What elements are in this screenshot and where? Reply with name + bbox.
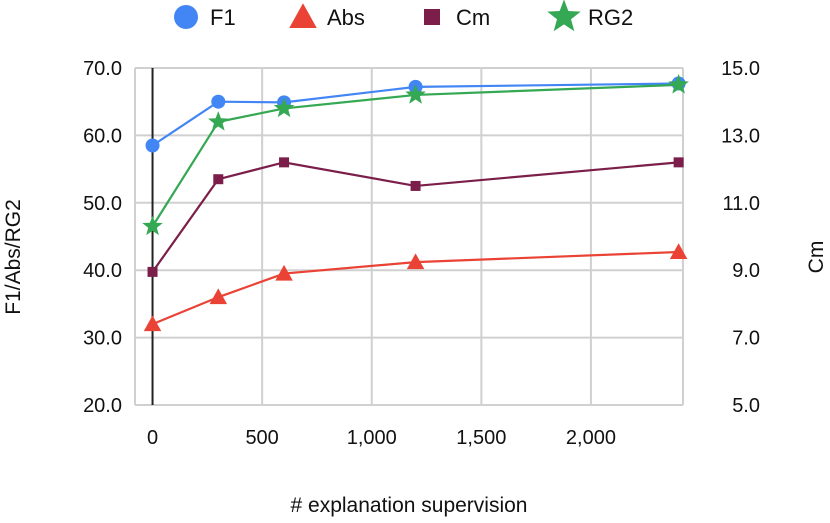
- data-point-abs: [209, 288, 228, 305]
- data-point-cm: [213, 174, 224, 185]
- data-point-rg2: [273, 97, 295, 118]
- data-point-abs: [406, 253, 425, 270]
- y-right-tick-label: 7.0: [732, 328, 760, 350]
- data-point-rg2: [668, 74, 689, 94]
- y-left-tick-label: 60.0: [83, 125, 122, 147]
- y-left-tick-label: 70.0: [83, 58, 122, 80]
- data-point-cm: [147, 266, 158, 277]
- data-point-rg2: [405, 84, 426, 104]
- y-axis-left-title: F1/Abs/RG2: [2, 199, 25, 315]
- data-point-abs: [143, 315, 162, 332]
- x-tick-label: 0: [147, 427, 158, 449]
- legend-label-abs: Abs: [327, 5, 365, 30]
- legend-marker-cm: [424, 9, 440, 25]
- legend-item-abs: Abs: [289, 3, 365, 30]
- data-point-rg2: [142, 215, 163, 236]
- legend-item-cm: Cm: [424, 5, 490, 30]
- grid: [134, 67, 684, 406]
- legend-item-rg2: RG2: [547, 0, 633, 32]
- x-tick-label: 1,000: [347, 427, 397, 449]
- data-point-cm: [410, 180, 421, 191]
- y-left-tick-label: 50.0: [83, 193, 122, 215]
- y-right-tick-label: 9.0: [732, 260, 760, 282]
- y-right-tick-label: 15.0: [721, 58, 760, 80]
- legend-label-cm: Cm: [456, 5, 490, 30]
- data-point-abs: [669, 243, 688, 260]
- legend-marker-rg2: [547, 0, 581, 32]
- series-cm: [147, 157, 684, 277]
- data-point-cm: [279, 157, 290, 168]
- y-left-tick-label: 30.0: [83, 328, 122, 350]
- y-right-tick-label: 13.0: [721, 125, 760, 147]
- data-point-f1: [211, 94, 226, 109]
- series-line-rg2: [151, 83, 679, 227]
- x-tick-label: 2,000: [566, 427, 616, 449]
- legend: F1 Abs Cm RG2: [174, 0, 633, 32]
- tick-labels: 20.0 30.0 40.0 50.0 60.0 70.0 5.0 7.0 9.0 11.0 13.…: [83, 58, 760, 449]
- y-axis-right-title: Cm: [805, 241, 828, 274]
- y-right-tick-label: 11.0: [723, 193, 760, 215]
- x-tick-label: 500: [245, 427, 278, 449]
- x-axis-title: # explanation supervision: [291, 494, 528, 517]
- data-point-f1: [145, 138, 160, 153]
- legend-label-rg2: RG2: [588, 5, 633, 30]
- legend-item-f1: F1: [174, 5, 236, 30]
- data-point-abs: [275, 264, 293, 281]
- data-point-cm: [673, 157, 684, 168]
- legend-marker-abs: [289, 3, 317, 28]
- y-left-tick-label: 20.0: [83, 395, 122, 417]
- legend-label-f1: F1: [210, 5, 236, 30]
- series-abs: [143, 243, 688, 332]
- series-group: [142, 74, 689, 332]
- y-right-tick-label: 5.0: [732, 395, 760, 417]
- x-tick-label: 1,500: [456, 427, 506, 449]
- series-rg2: [142, 74, 689, 236]
- data-point-rg2: [208, 111, 229, 131]
- legend-marker-f1: [174, 5, 198, 29]
- y-left-tick-label: 40.0: [83, 260, 122, 282]
